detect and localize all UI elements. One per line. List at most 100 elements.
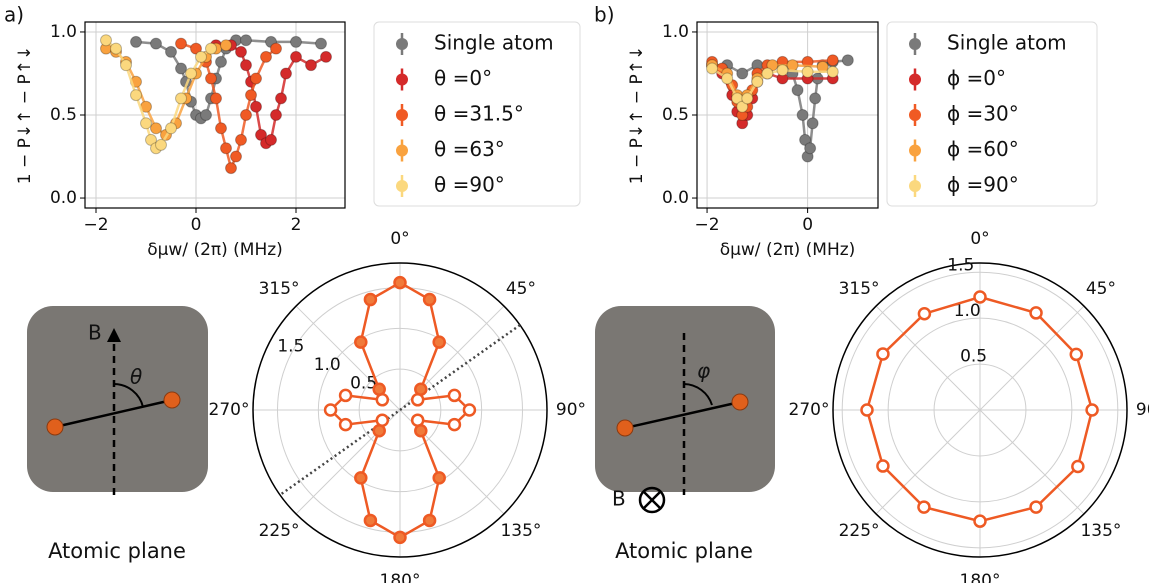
legend-label: θ =90°: [434, 173, 505, 197]
data-point: [1085, 403, 1099, 417]
data-point: [1069, 347, 1084, 362]
angle-label: θ: [130, 365, 142, 389]
legend-marker: [396, 73, 408, 86]
data-point: [799, 133, 812, 146]
x-tick-label: −2: [83, 215, 108, 235]
data-point: [761, 67, 774, 80]
plot-frame: [84, 21, 346, 209]
data-point: [130, 35, 142, 48]
data-point: [804, 142, 817, 155]
legend-marker: [909, 180, 921, 192]
data-point: [205, 72, 217, 85]
data-point: [393, 530, 407, 545]
data-point: [393, 275, 407, 290]
data-point: [363, 292, 378, 307]
data-point: [240, 59, 252, 72]
x-tick-label: 0: [191, 215, 202, 235]
legend-label: θ =63°: [434, 137, 505, 161]
data-point: [338, 417, 353, 432]
arrow-head: [107, 328, 121, 342]
data-point: [338, 388, 353, 403]
data-point: [917, 306, 932, 321]
data-point: [736, 67, 749, 80]
theta-tick-label: 135°: [1080, 521, 1121, 541]
data-point: [240, 34, 252, 47]
data-point: [185, 67, 197, 80]
data-point: [422, 513, 437, 528]
theta-tick-label: 270°: [209, 400, 250, 420]
angle-label: φ: [697, 359, 710, 383]
data-point: [250, 100, 262, 113]
atom: [616, 419, 634, 437]
data-point: [776, 64, 789, 77]
y-tick-label: 1.0: [662, 22, 689, 42]
legend-box: [373, 21, 581, 207]
data-point: [240, 109, 252, 121]
field-cross: [643, 491, 661, 509]
data-point: [265, 133, 277, 146]
data-point: [165, 45, 177, 58]
x-axis-label: δμw/ (2π) (MHz): [147, 240, 283, 260]
y-tick-label: 0.0: [50, 188, 77, 208]
data-point: [215, 55, 227, 68]
diagram-a: B θ Atomic plane: [27, 306, 208, 563]
data-point: [826, 65, 839, 78]
data-point: [801, 65, 814, 78]
data-point: [110, 42, 122, 55]
data-point: [766, 59, 779, 72]
data-point: [320, 50, 332, 63]
data-point: [809, 92, 822, 105]
data-point: [354, 335, 368, 349]
data-point: [230, 150, 242, 163]
polar-frame: [252, 262, 548, 558]
data-point: [973, 514, 987, 528]
data-point: [410, 413, 425, 427]
legend-marker: [909, 73, 921, 86]
data-point: [235, 133, 247, 146]
data-point: [1029, 306, 1043, 320]
r-tick-label: 1.5: [277, 336, 304, 356]
grid-spoke: [979, 409, 1085, 515]
y-tick-label: 0.5: [50, 105, 77, 125]
data-point: [432, 471, 446, 485]
x-axis-label: δμw/ (2π) (MHz): [720, 240, 856, 260]
data-point: [721, 72, 734, 85]
data-point: [1071, 459, 1085, 474]
data-point: [422, 292, 437, 307]
theta-tick-label: 135°: [500, 521, 541, 541]
r-tick-label: 1.0: [954, 301, 981, 321]
data-point: [100, 34, 112, 47]
data-point: [175, 62, 187, 75]
y-tick-label: 0.0: [662, 188, 689, 208]
field-label: B: [88, 321, 102, 345]
data-point: [220, 142, 232, 155]
r-tick-label: 0.5: [960, 347, 987, 367]
panel-label: a): [4, 3, 24, 27]
data-point: [155, 138, 167, 151]
theta-tick-label: 45°: [506, 279, 536, 299]
y-axis-label: 1 − P↓↑ − P↑↓: [627, 46, 647, 184]
data-point: [235, 45, 247, 58]
atom: [46, 418, 64, 436]
data-point: [210, 92, 222, 105]
theta-tick-label: 90°: [1136, 400, 1149, 420]
theta-tick-label: 225°: [839, 521, 880, 541]
data-point: [215, 122, 227, 135]
data-point: [372, 424, 386, 438]
data-point: [270, 109, 282, 121]
data-point: [806, 117, 819, 130]
grid-spoke: [979, 305, 1085, 411]
data-point: [145, 133, 157, 146]
data-point: [175, 92, 187, 105]
data-point: [290, 35, 302, 48]
data-point: [165, 122, 177, 135]
data-point: [372, 382, 386, 396]
data-point: [220, 39, 232, 52]
data-point: [175, 37, 187, 50]
data-point: [736, 100, 749, 113]
data-point: [796, 109, 809, 121]
data-point: [791, 84, 804, 97]
data-point: [150, 37, 162, 50]
data-point: [354, 471, 368, 485]
legend-marker: [396, 144, 408, 157]
